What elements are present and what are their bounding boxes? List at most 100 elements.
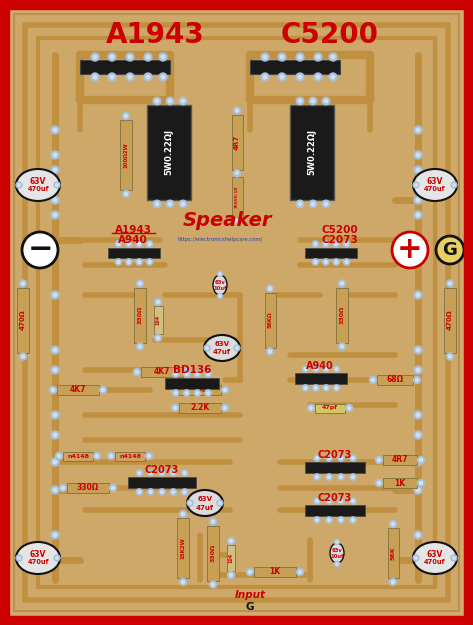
Circle shape [280, 55, 284, 59]
Circle shape [218, 294, 222, 299]
Circle shape [392, 522, 394, 526]
Circle shape [304, 368, 307, 371]
Circle shape [50, 386, 56, 394]
Circle shape [53, 533, 57, 537]
Circle shape [54, 182, 60, 188]
Circle shape [263, 75, 267, 79]
Circle shape [307, 404, 315, 411]
Circle shape [326, 517, 332, 523]
Circle shape [144, 53, 152, 61]
Text: 470Ω: 470Ω [447, 309, 453, 331]
Circle shape [335, 368, 338, 371]
Circle shape [416, 460, 420, 464]
Circle shape [416, 558, 420, 562]
Bar [57, 385, 99, 395]
Circle shape [19, 280, 26, 287]
Circle shape [309, 406, 313, 409]
Circle shape [159, 53, 167, 61]
Circle shape [161, 55, 165, 59]
Text: BD136: BD136 [173, 365, 211, 375]
Circle shape [234, 170, 240, 177]
Text: 63v: 63v [332, 548, 342, 552]
Circle shape [234, 170, 240, 176]
Circle shape [280, 75, 284, 79]
Circle shape [298, 55, 302, 59]
Circle shape [51, 411, 59, 419]
Text: 2.2K: 2.2K [190, 404, 210, 412]
Circle shape [51, 126, 59, 134]
Circle shape [53, 460, 57, 464]
Circle shape [229, 573, 233, 577]
Circle shape [416, 128, 420, 132]
Circle shape [110, 55, 114, 59]
Text: 5W0.22ΩJ: 5W0.22ΩJ [307, 129, 316, 175]
Circle shape [333, 366, 340, 372]
Circle shape [326, 474, 332, 480]
Circle shape [181, 99, 185, 102]
Circle shape [314, 53, 322, 61]
Circle shape [323, 259, 329, 265]
Bar [63, 451, 93, 461]
Circle shape [236, 172, 238, 174]
Text: G: G [443, 241, 457, 259]
Circle shape [53, 168, 57, 172]
Bar [383, 478, 417, 488]
Circle shape [335, 261, 338, 264]
Text: 63V: 63V [30, 177, 46, 186]
Circle shape [447, 280, 454, 287]
Text: 1K: 1K [394, 479, 405, 488]
Circle shape [415, 557, 417, 559]
Circle shape [117, 261, 120, 264]
Text: C2073: C2073 [322, 235, 359, 245]
Circle shape [328, 519, 331, 521]
Circle shape [338, 455, 344, 461]
Circle shape [136, 259, 142, 265]
Circle shape [135, 371, 139, 374]
Bar [179, 403, 221, 413]
Text: A1943: A1943 [114, 225, 151, 235]
Circle shape [418, 456, 424, 464]
Bar [231, 114, 243, 169]
Circle shape [205, 371, 211, 378]
Circle shape [312, 259, 319, 265]
Circle shape [117, 242, 120, 246]
Ellipse shape [213, 275, 227, 295]
Circle shape [217, 500, 223, 506]
Circle shape [138, 491, 141, 494]
Ellipse shape [413, 542, 457, 574]
Bar [227, 545, 235, 571]
Circle shape [234, 107, 240, 114]
Circle shape [51, 151, 59, 159]
Text: 56K: 56K [391, 546, 395, 560]
Circle shape [184, 371, 190, 378]
Circle shape [137, 343, 143, 350]
Circle shape [124, 114, 128, 118]
Bar [232, 177, 243, 217]
Circle shape [53, 213, 57, 217]
Circle shape [309, 98, 317, 105]
Text: 470uf: 470uf [424, 186, 446, 192]
Circle shape [297, 569, 304, 576]
Circle shape [414, 151, 422, 159]
Text: 100Ω2W: 100Ω2W [123, 142, 129, 168]
Circle shape [115, 241, 122, 248]
Circle shape [236, 219, 238, 222]
Circle shape [451, 182, 457, 188]
Circle shape [153, 200, 161, 208]
Circle shape [207, 391, 210, 394]
Text: 104: 104 [156, 315, 160, 325]
Circle shape [309, 200, 317, 208]
Circle shape [126, 53, 134, 61]
Text: n4148: n4148 [119, 454, 141, 459]
Circle shape [168, 202, 172, 206]
Circle shape [204, 345, 210, 351]
Text: 470uf: 470uf [424, 559, 446, 565]
Circle shape [296, 200, 304, 208]
Circle shape [298, 202, 302, 206]
Bar [305, 505, 365, 516]
Circle shape [21, 282, 25, 285]
Bar [383, 455, 417, 465]
Circle shape [51, 346, 59, 354]
Circle shape [345, 242, 348, 246]
Circle shape [416, 168, 420, 172]
